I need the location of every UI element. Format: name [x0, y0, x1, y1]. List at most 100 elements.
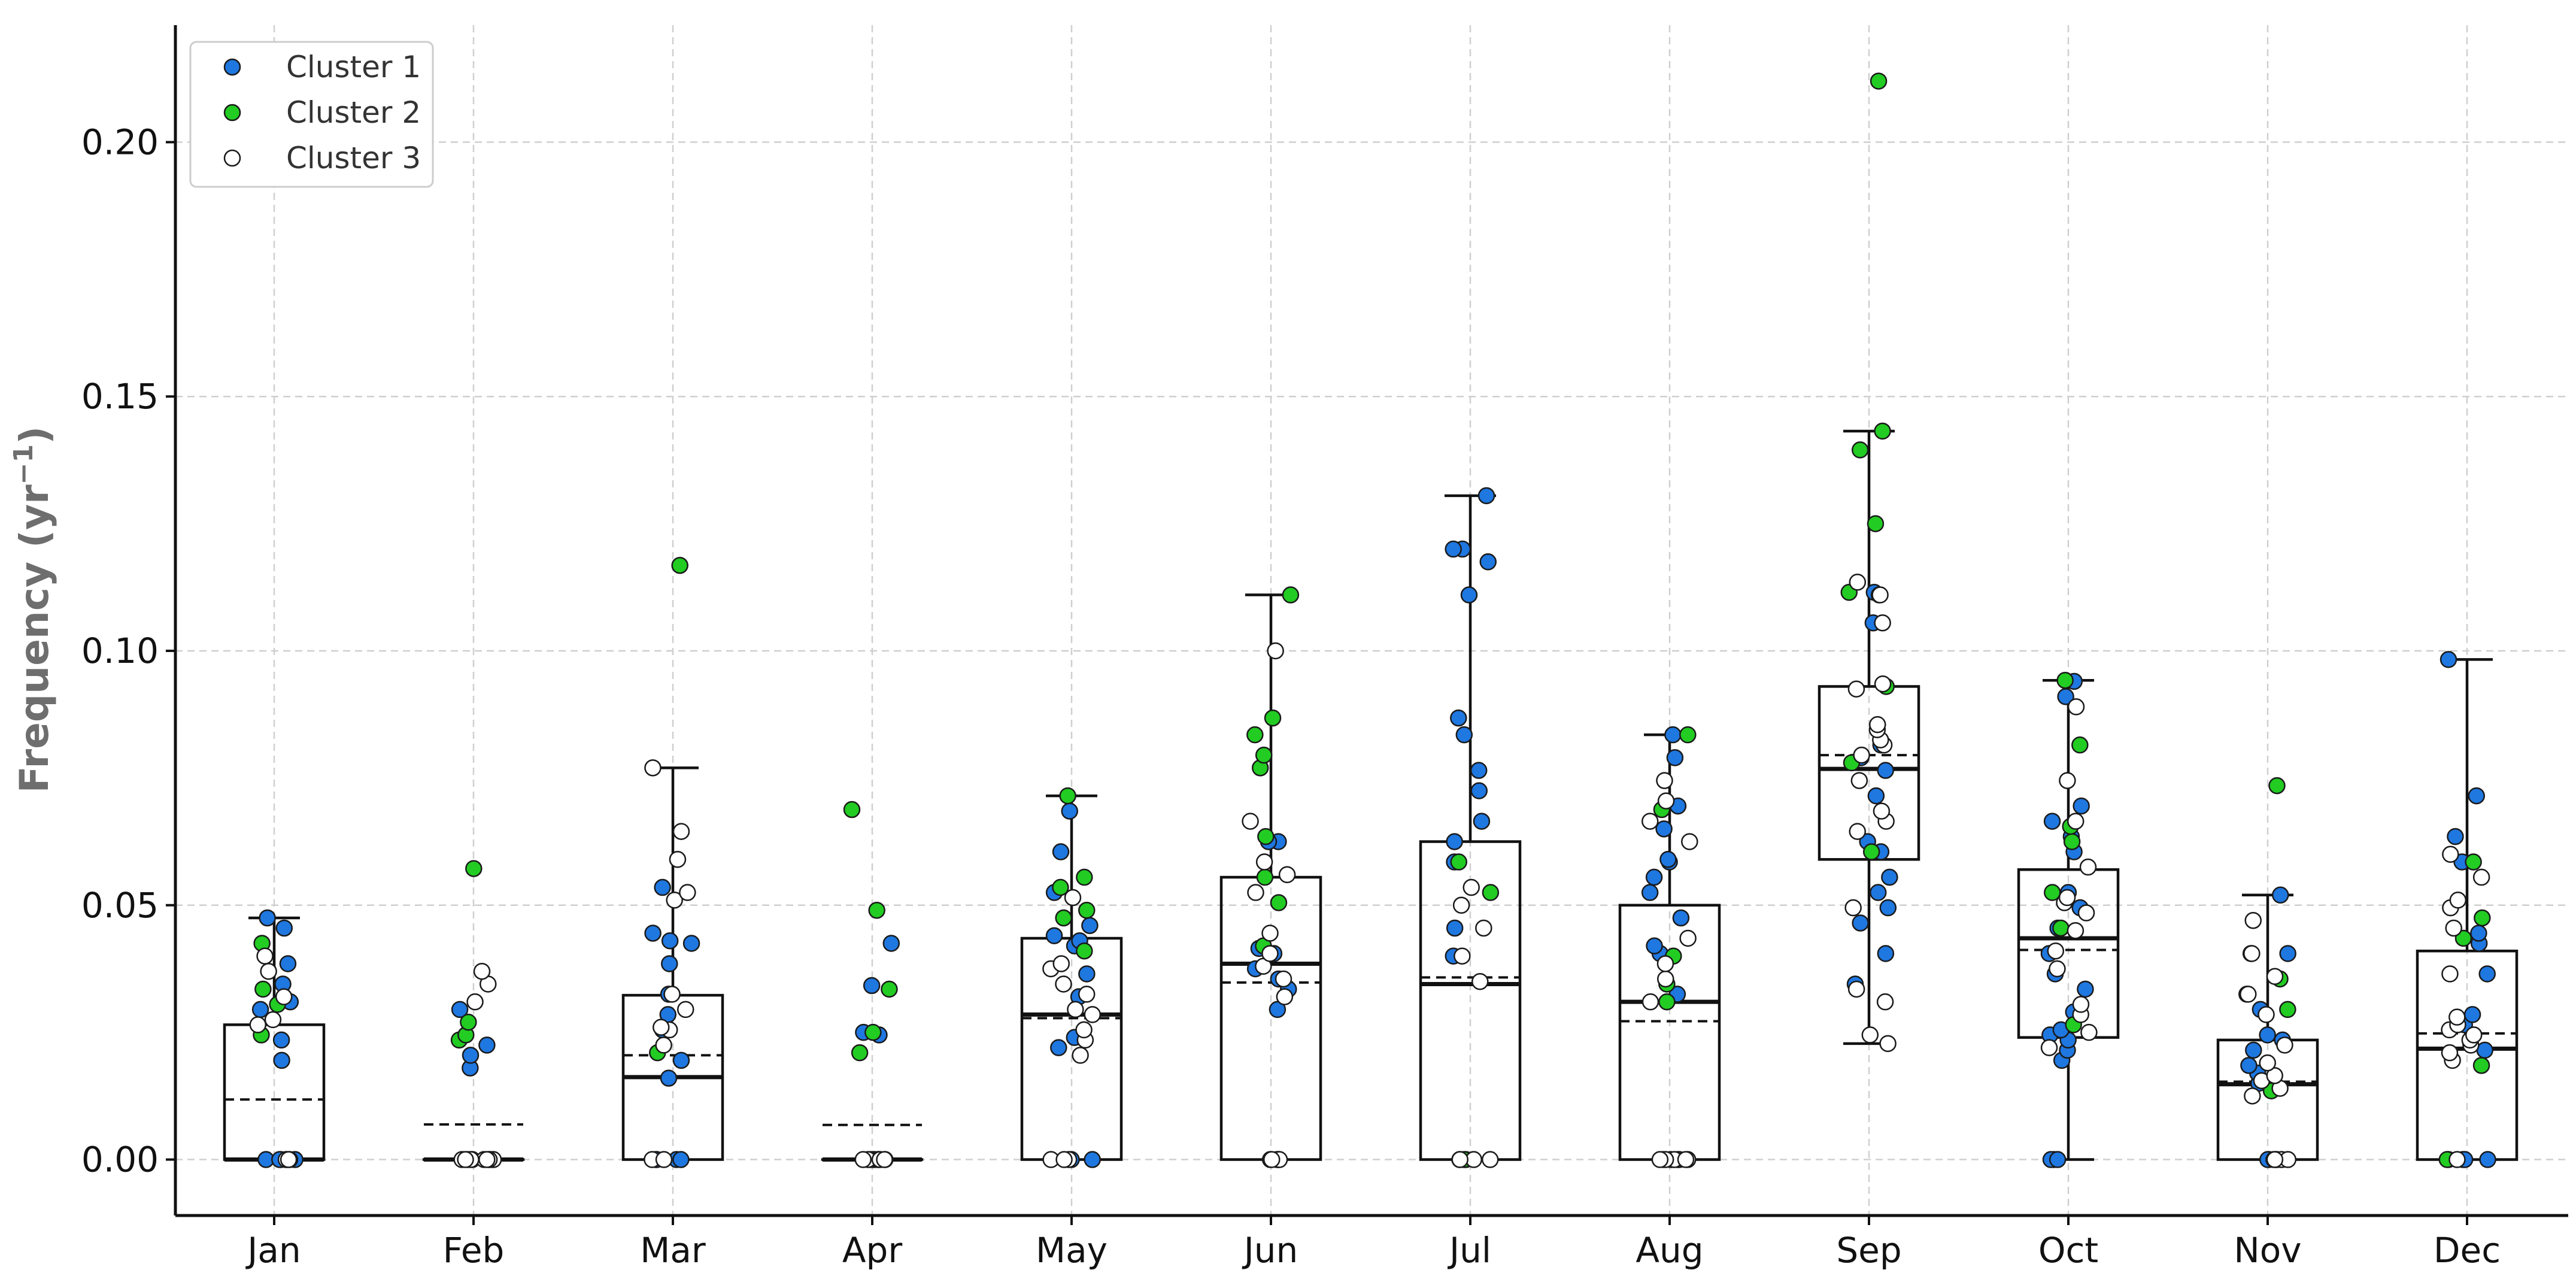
data-point-cluster-1	[1050, 1039, 1067, 1056]
data-point-cluster-3	[1078, 986, 1096, 1003]
x-tick-label: Feb	[443, 1230, 505, 1270]
data-point-cluster-3	[2441, 965, 2459, 983]
data-point-cluster-3	[644, 759, 662, 777]
data-point-cluster-3	[1276, 988, 1294, 1005]
data-point-cluster-2	[1851, 441, 1869, 459]
data-point-cluster-3	[1871, 586, 1889, 604]
data-point-cluster-3	[2040, 1039, 2058, 1056]
data-point-cluster-3	[1075, 1021, 1093, 1039]
y-axis-label: Frequency (yr−1)	[8, 426, 57, 793]
data-point-cluster-3	[1255, 853, 1273, 871]
data-point-cluster-2	[1264, 709, 1282, 727]
data-point-cluster-3	[1656, 970, 1674, 988]
data-point-cluster-3	[2079, 858, 2097, 876]
data-point-cluster-1	[1446, 919, 1464, 937]
data-point-cluster-3	[2258, 1006, 2275, 1023]
data-point-cluster-3	[2276, 1036, 2293, 1054]
data-point-cluster-2	[671, 556, 688, 574]
data-point-cluster-3	[2244, 911, 2262, 929]
data-point-cluster-3	[2465, 1026, 2483, 1044]
y-tick-label: 0.05	[81, 885, 159, 926]
data-point-cluster-2	[1257, 828, 1275, 845]
data-point-cluster-2	[254, 980, 272, 998]
data-point-cluster-1	[2259, 1026, 2276, 1044]
data-point-cluster-3	[1261, 925, 1279, 942]
data-point-cluster-1	[1641, 884, 1659, 901]
data-point-cluster-1	[2077, 980, 2094, 998]
data-point-cluster-3	[1475, 919, 1492, 937]
data-point-cluster-1	[1645, 868, 1663, 886]
data-point-cluster-1	[1672, 909, 1690, 927]
y-tick-label: 0.20	[81, 122, 159, 162]
data-point-cluster-3	[473, 962, 491, 980]
data-point-cluster-3	[2266, 1151, 2284, 1168]
data-point-cluster-2	[2474, 909, 2491, 927]
data-point-cluster-3	[478, 1151, 496, 1168]
data-point-cluster-1	[2279, 945, 2296, 962]
data-point-cluster-1	[2272, 886, 2289, 904]
data-point-cluster-3	[2047, 942, 2065, 960]
data-point-cluster-3	[1055, 1151, 1073, 1168]
legend-label-cluster-1: Cluster 1	[286, 50, 421, 84]
data-point-cluster-1	[2043, 813, 2061, 830]
data-point-cluster-1	[2245, 1041, 2262, 1059]
x-tick-label: Apr	[842, 1230, 902, 1270]
data-point-cluster-1	[863, 977, 881, 995]
data-point-cluster-1	[672, 1051, 690, 1069]
data-point-cluster-3	[2049, 960, 2066, 978]
data-point-cluster-1	[2049, 1151, 2067, 1168]
data-point-cluster-3	[1084, 1006, 1102, 1023]
data-point-cluster-3	[1876, 993, 1894, 1011]
data-point-cluster-1	[259, 909, 276, 927]
data-point-cluster-3	[457, 1151, 474, 1168]
data-point-cluster-3	[1849, 823, 1866, 840]
data-point-cluster-2	[1482, 884, 1500, 901]
data-point-cluster-2	[1862, 843, 1880, 860]
data-point-cluster-3	[1847, 980, 1865, 998]
data-point-cluster-3	[1656, 955, 1674, 972]
data-point-cluster-1	[1446, 833, 1463, 850]
data-point-cluster-3	[1656, 772, 1673, 789]
y-tick-label: 0.15	[81, 376, 159, 417]
data-point-cluster-3	[1873, 802, 1891, 820]
data-point-cluster-3	[1874, 675, 1892, 693]
data-point-cluster-1	[654, 878, 671, 896]
data-point-cluster-3	[679, 884, 696, 901]
data-point-cluster-1	[2470, 925, 2487, 942]
grid	[175, 25, 2568, 1216]
data-point-cluster-3	[2072, 996, 2090, 1013]
data-point-cluster-2	[843, 801, 861, 819]
data-point-cluster-1	[1666, 749, 1684, 766]
data-point-cluster-2	[1076, 868, 1093, 886]
box-sep	[1818, 429, 1920, 1045]
x-tick-label: Dec	[2434, 1230, 2501, 1270]
data-point-cluster-3	[2240, 986, 2257, 1003]
data-point-cluster-3	[1072, 1047, 1089, 1064]
data-point-cluster-1	[1470, 782, 1488, 799]
data-point-cluster-3	[1055, 975, 1072, 993]
data-point-cluster-3	[1261, 945, 1279, 962]
data-point-cluster-3	[2442, 845, 2459, 863]
data-point-cluster-2	[2472, 1057, 2490, 1074]
data-point-cluster-3	[2472, 868, 2490, 886]
x-tick-label: Jan	[245, 1230, 301, 1270]
data-point-cluster-3	[1452, 896, 1470, 914]
data-point-cluster-3	[663, 986, 681, 1003]
data-point-cluster-1	[2468, 787, 2485, 805]
data-point-cluster-3	[2080, 1023, 2098, 1041]
data-point-cluster-1	[1081, 917, 1099, 934]
data-point-cluster-3	[1275, 970, 1292, 988]
data-point-cluster-1	[1473, 813, 1491, 830]
data-point-cluster-2	[1052, 878, 1069, 896]
data-point-cluster-1	[1460, 586, 1478, 604]
data-point-cluster-3	[854, 1151, 872, 1168]
y-ticks: 0.00 0.05 0.10 0.15 0.20	[81, 122, 175, 1180]
data-point-cluster-3	[1067, 1001, 1084, 1019]
data-point-cluster-3	[2259, 1054, 2276, 1072]
x-tick-label: Jun	[1242, 1230, 1298, 1270]
data-point-cluster-1	[882, 935, 900, 952]
data-point-cluster-3	[1874, 614, 1891, 632]
y-tick-label: 0.00	[81, 1139, 159, 1180]
data-point-cluster-3	[1657, 792, 1675, 810]
data-point-cluster-2	[2268, 777, 2286, 795]
